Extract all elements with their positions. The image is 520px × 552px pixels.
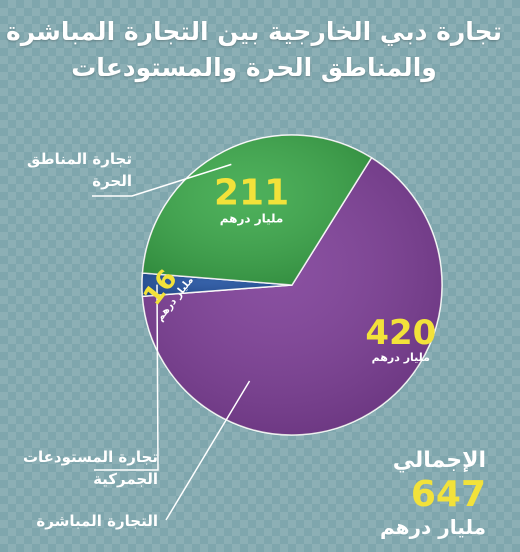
legend-free-zones-line-2: الحرة [92, 172, 132, 190]
total-value: 647 [410, 474, 486, 515]
chart-title: تجارة دبي الخارجية بين التجارة المباشرة … [0, 14, 508, 86]
legend-warehouses: تجارة المستودعات الجمركية [23, 446, 158, 490]
slice-value-free-zones: 211 [214, 173, 289, 214]
chart-title-line-2: والمناطق الحرة والمستودعات [71, 53, 437, 82]
leader-direct [165, 380, 251, 521]
leader-free-zones [92, 163, 232, 197]
legend-free-zones-line-1: تجارة المناطق [26, 150, 132, 168]
slice-value-direct: 420 [365, 313, 436, 353]
chart-title-line-1: تجارة دبي الخارجية بين التجارة المباشرة [5, 17, 503, 46]
leader-lines [92, 163, 251, 521]
legend-warehouses-line-1: تجارة المستودعات [22, 448, 158, 466]
total-label: الإجمالي [392, 448, 486, 473]
legend-direct-line-1: التجارة المباشرة [36, 512, 158, 530]
total-block: الإجمالي 647 مليار درهم [326, 446, 486, 540]
slice-unit-free-zones: مليار درهم [220, 212, 284, 226]
legend-warehouses-line-2: الجمركية [93, 470, 158, 488]
leader-warehouses [94, 284, 159, 471]
total-unit: مليار درهم [379, 515, 486, 539]
legend-free-zones: تجارة المناطق الحرة [27, 148, 132, 192]
slice-unit-direct: مليار درهم [372, 351, 430, 364]
legend-direct: التجارة المباشرة [36, 510, 158, 532]
